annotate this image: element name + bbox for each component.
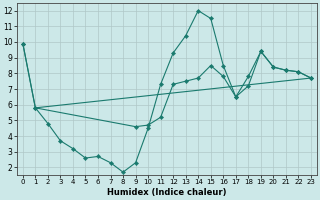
X-axis label: Humidex (Indice chaleur): Humidex (Indice chaleur)	[107, 188, 227, 197]
